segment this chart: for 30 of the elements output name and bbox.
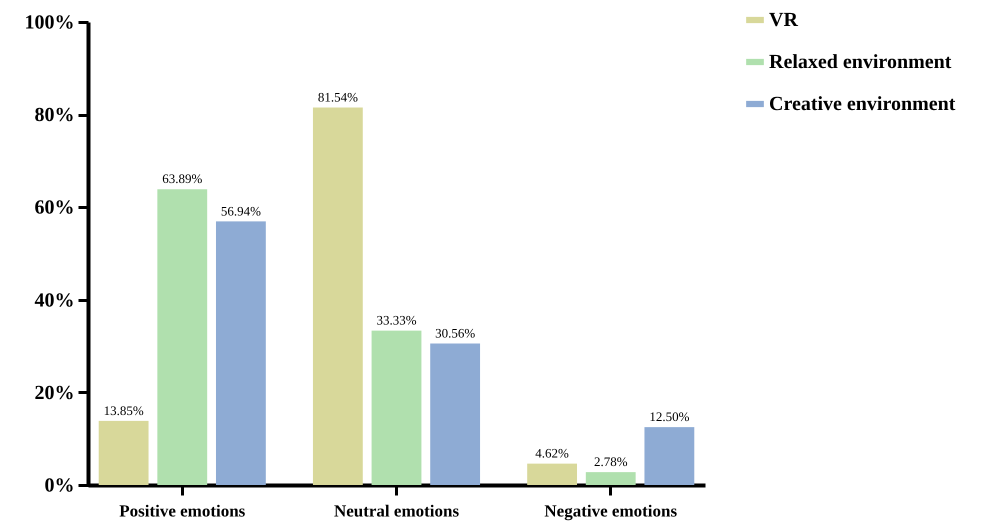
data-label: 13.85% <box>104 402 144 418</box>
y-tick-label: 20% <box>34 382 74 404</box>
bar <box>157 189 208 485</box>
bar <box>98 420 149 485</box>
data-label: 33.33% <box>376 312 417 328</box>
data-label: 81.54% <box>318 89 358 104</box>
legend-label: VR <box>769 9 798 31</box>
x-tick-label: Neutral emotions <box>334 502 460 520</box>
bar <box>586 472 636 485</box>
bar <box>527 464 578 485</box>
data-label: 30.56% <box>435 326 476 341</box>
data-label: 4.62% <box>535 446 570 461</box>
bar <box>312 107 363 485</box>
legend-label: Creative environment <box>769 93 956 115</box>
bar <box>644 427 694 485</box>
x-tick-label: Negative emotions <box>544 502 678 520</box>
data-label: 12.50% <box>649 409 690 424</box>
y-tick-label: 40% <box>34 289 74 312</box>
y-tick-label: 80% <box>34 104 74 126</box>
x-tick-label: Positive emotions <box>119 502 246 520</box>
y-tick-label: 0% <box>44 474 74 496</box>
bar <box>216 221 266 485</box>
y-tick-label: 100% <box>24 12 74 34</box>
legend-label: Relaxed environment <box>769 51 952 73</box>
data-label: 2.78% <box>594 454 628 470</box>
data-label: 56.94% <box>220 203 262 218</box>
y-tick-label: 60% <box>34 196 74 219</box>
data-label: 63.89% <box>162 171 202 186</box>
bar <box>372 330 422 485</box>
bar <box>430 344 480 485</box>
